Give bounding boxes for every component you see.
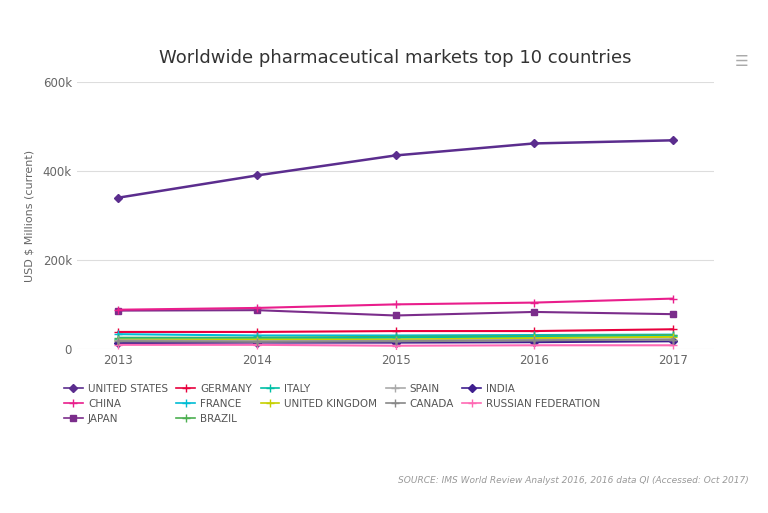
Text: SOURCE: IMS World Review Analyst 2016, 2016 data QI (Accessed: Oct 2017): SOURCE: IMS World Review Analyst 2016, 2… bbox=[398, 476, 749, 485]
Y-axis label: USD $ Millions (current): USD $ Millions (current) bbox=[25, 149, 35, 282]
Text: ☰: ☰ bbox=[735, 54, 749, 69]
Title: Worldwide pharmaceutical markets top 10 countries: Worldwide pharmaceutical markets top 10 … bbox=[159, 49, 632, 67]
Legend: UNITED STATES, CHINA, JAPAN, GERMANY, FRANCE, BRAZIL, ITALY, UNITED KINGDOM, SPA: UNITED STATES, CHINA, JAPAN, GERMANY, FR… bbox=[64, 384, 601, 424]
